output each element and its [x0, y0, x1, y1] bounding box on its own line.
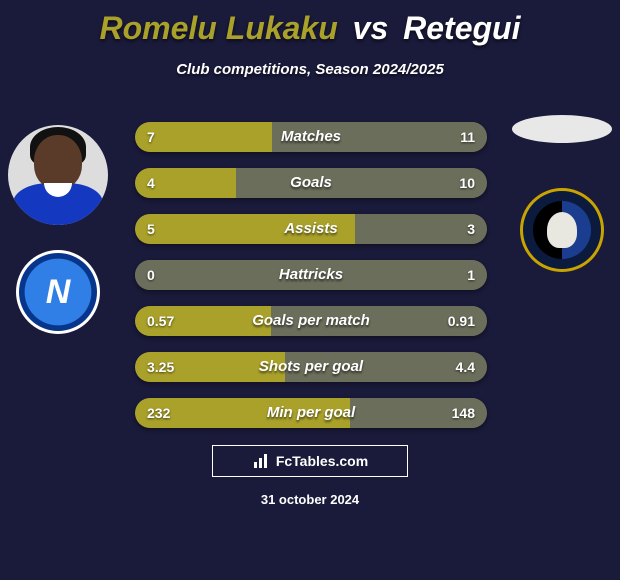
stat-label: Matches	[135, 122, 487, 152]
player1-avatar	[8, 125, 108, 225]
club1-letter: N	[46, 273, 71, 312]
player2-name: Retegui	[403, 10, 520, 46]
stat-label: Goals per match	[135, 306, 487, 336]
atalanta-inner-disc	[533, 201, 591, 259]
stat-row: 53Assists	[135, 214, 487, 244]
player2-avatar	[512, 115, 612, 143]
atalanta-figure	[547, 212, 577, 248]
stat-bars: 711Matches 410Goals 53Assists 01Hattricks 0.…	[135, 122, 487, 444]
subtitle: Club competitions, Season 2024/2025	[0, 61, 620, 78]
stat-label: Min per goal	[135, 398, 487, 428]
stat-row: 711Matches	[135, 122, 487, 152]
right-player-column	[512, 115, 612, 272]
vs-separator: vs	[353, 10, 389, 46]
date-text: 31 october 2024	[0, 492, 620, 507]
stat-row: 410Goals	[135, 168, 487, 198]
comparison-title: Romelu Lukaku vs Retegui	[0, 0, 620, 47]
player1-club-crest: N	[16, 250, 100, 334]
branding-box: FcTables.com	[212, 445, 408, 477]
stat-label: Shots per goal	[135, 352, 487, 382]
branding-icon	[252, 452, 270, 470]
left-player-column: N	[8, 125, 108, 334]
stat-row: 3.254.4Shots per goal	[135, 352, 487, 382]
stat-label: Hattricks	[135, 260, 487, 290]
stat-row: 01Hattricks	[135, 260, 487, 290]
branding-text: FcTables.com	[276, 453, 368, 469]
stat-label: Assists	[135, 214, 487, 244]
player1-head	[34, 135, 82, 189]
stat-row: 0.570.91Goals per match	[135, 306, 487, 336]
player2-club-crest	[520, 188, 604, 272]
player1-name: Romelu Lukaku	[100, 10, 338, 46]
stat-row: 232148Min per goal	[135, 398, 487, 428]
stat-label: Goals	[135, 168, 487, 198]
